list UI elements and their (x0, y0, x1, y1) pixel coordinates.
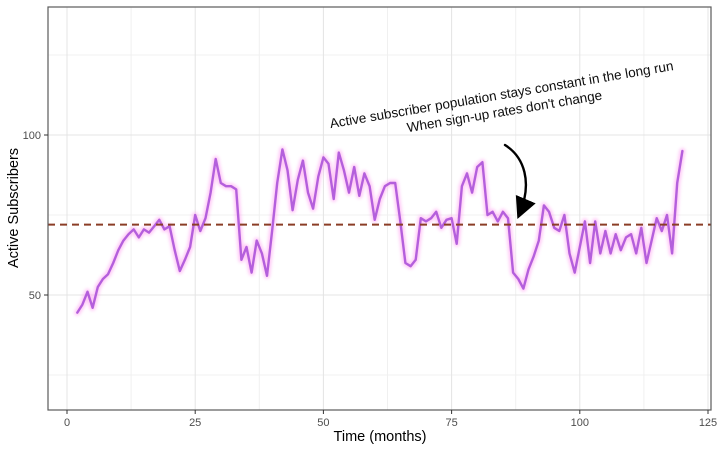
x-tick-label-75: 75 (445, 417, 457, 429)
x-tick-label-125: 125 (699, 417, 717, 429)
panel-border (47, 6, 712, 411)
x-tick-label-100: 100 (571, 417, 589, 429)
y-axis-title: Active Subscribers (6, 147, 22, 269)
subscribers-line-glow (74, 146, 686, 316)
y-tick-label-100: 100 (23, 130, 41, 142)
y-tick-label-50: 50 (29, 290, 41, 302)
x-tick-label-25: 25 (189, 417, 201, 429)
x-tick-label-50: 50 (317, 417, 329, 429)
x-tick-label-0: 0 (64, 417, 70, 429)
annotation-arrow (503, 143, 536, 220)
x-axis-title: Time (months) (333, 429, 427, 445)
subscribers-line (76, 148, 684, 314)
